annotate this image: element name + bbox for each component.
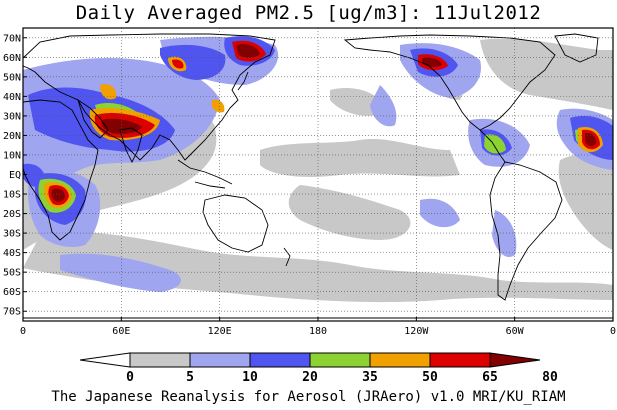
colorbar-label: 65 xyxy=(482,370,498,385)
colorbar-box xyxy=(309,352,371,368)
footer-credit: The Japanese Reanalysis for Aerosol (JRA… xyxy=(51,389,566,405)
colorbar-label: 0 xyxy=(126,370,134,385)
lon-tick-label: 120W xyxy=(404,326,429,337)
lat-tick-label: 60S xyxy=(3,287,21,298)
colorbar-label: 10 xyxy=(242,370,258,385)
lat-tick-label: 60N xyxy=(3,53,21,64)
lat-tick-label: 10S xyxy=(3,190,21,201)
colorbar-box xyxy=(129,352,191,368)
lat-tick-label: 40S xyxy=(3,248,21,259)
colorbar-box xyxy=(249,352,311,368)
latitude-ticks: 70N 60N 50N 40N 30N 20N 10N EQ 10S 20S 30S 40S 50S 60… xyxy=(3,33,27,318)
colorbar: 0 5 10 20 35 50 65 80 xyxy=(79,352,558,385)
lat-tick-label: 50S xyxy=(3,268,21,279)
concentration-field xyxy=(23,33,613,319)
lat-tick-label: 50N xyxy=(3,72,21,83)
lon-tick-label: 120E xyxy=(208,326,232,337)
chart-title: Daily Averaged PM2.5 [ug/m3]: 11Jul2012 xyxy=(75,2,542,24)
lat-tick-label: 30S xyxy=(3,229,21,240)
lat-tick-label: 70N xyxy=(3,33,21,44)
lon-tick-label: 60W xyxy=(506,326,525,337)
lat-tick-label: 30N xyxy=(3,111,21,122)
lon-tick-label: 0 xyxy=(20,326,26,337)
colorbar-box xyxy=(429,352,491,368)
colorbar-label: 80 xyxy=(542,370,558,385)
colorbar-low-arrow xyxy=(79,352,131,368)
colorbar-box xyxy=(369,352,431,368)
colorbar-label: 5 xyxy=(186,370,194,385)
longitude-ticks: 0 60E 120E 180 120W 60W 0 xyxy=(20,317,616,337)
lat-tick-label: 70S xyxy=(3,307,21,318)
colorbar-box xyxy=(189,352,251,368)
lon-tick-label: 0 xyxy=(610,326,616,337)
lon-tick-label: 180 xyxy=(309,326,327,337)
colorbar-label: 50 xyxy=(422,370,438,385)
lat-tick-label: EQ xyxy=(9,170,21,181)
colorbar-label: 35 xyxy=(362,370,378,385)
level-80-plus-regions xyxy=(51,44,597,202)
lat-tick-label: 10N xyxy=(3,150,21,161)
lat-tick-label: 20N xyxy=(3,131,21,142)
colorbar-label: 20 xyxy=(302,370,318,385)
lat-tick-label: 40N xyxy=(3,92,21,103)
lat-tick-label: 20S xyxy=(3,209,21,220)
lon-tick-label: 60E xyxy=(112,326,130,337)
colorbar-high-arrow xyxy=(489,352,541,368)
gridlines xyxy=(23,28,613,321)
